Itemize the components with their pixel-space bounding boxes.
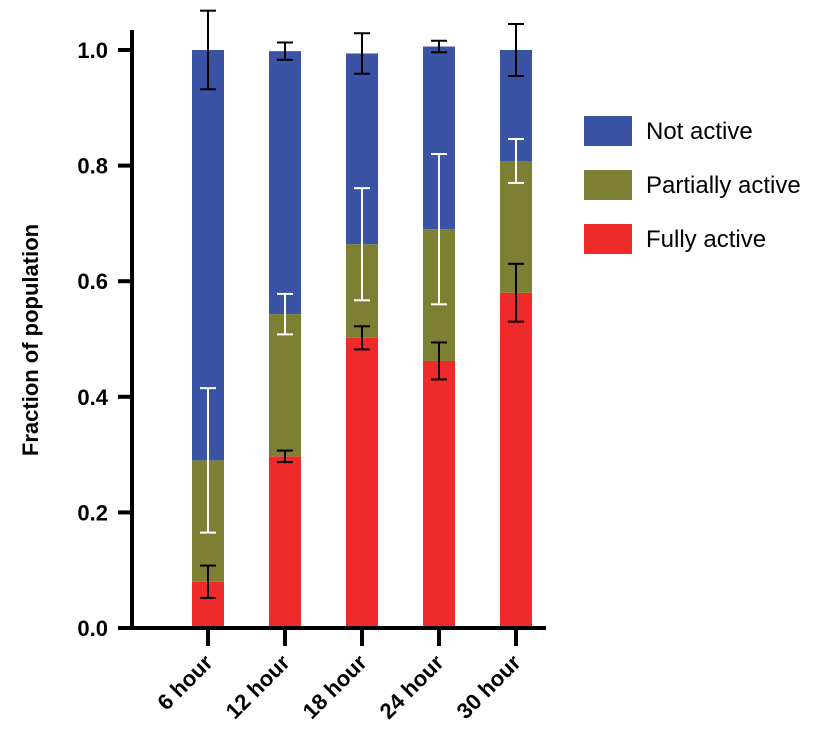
bar-fully-active-12-hour (269, 456, 301, 628)
legend-swatch-fully-active (584, 224, 632, 254)
error-bar-fully-active-6-hour (200, 564, 216, 599)
error-bar-not-active-30-hour (508, 22, 524, 78)
bar-fully-active-24-hour (423, 360, 455, 628)
legend-swatch-partially-active (584, 170, 632, 200)
x-tick-label: 12 hour (221, 650, 295, 724)
legend-swatch-not-active (584, 116, 632, 146)
error-bar-fully-active-18-hour (354, 325, 370, 351)
error-bar-not-active-18-hour (354, 32, 370, 75)
legend-label-not-active: Not active (646, 118, 753, 145)
error-bar-partially-active-12-hour (277, 292, 293, 336)
error-bar-partially-active-18-hour (354, 187, 370, 302)
x-ticks-group: 6 hour 12 hour 18 hour 24 hour 30 hour (152, 628, 526, 724)
error-bar-not-active-6-hour (200, 9, 216, 91)
y-tick-label: 0.2 (77, 500, 108, 525)
legend-label-fully-active: Fully active (646, 226, 766, 253)
y-ticks-group: 0.0 0.2 0.4 0.6 0.8 1.0 (77, 38, 132, 641)
error-bars-group (200, 9, 524, 599)
error-bar-fully-active-12-hour (277, 449, 293, 464)
y-tick-label: 1.0 (77, 38, 108, 63)
bars-group (192, 46, 532, 628)
y-tick-label: 0.0 (77, 616, 108, 641)
x-tick-label: 18 hour (298, 650, 372, 724)
bar-partially-active-12-hour (269, 314, 301, 457)
y-axis-title: Fraction of population (18, 224, 43, 456)
error-bar-not-active-12-hour (277, 41, 293, 61)
x-tick-label: 30 hour (452, 650, 526, 724)
x-tick-label: 24 hour (375, 650, 449, 724)
y-tick-label: 0.4 (77, 385, 108, 410)
error-bar-partially-active-30-hour (508, 138, 524, 184)
bar-fully-active-18-hour (346, 337, 378, 628)
error-bar-fully-active-30-hour (508, 262, 524, 323)
error-bar-fully-active-24-hour (431, 341, 447, 381)
legend: Not active Partially active Fully active (584, 116, 801, 254)
bar-not-active-12-hour (269, 51, 301, 315)
y-tick-label: 0.6 (77, 269, 108, 294)
y-tick-label: 0.8 (77, 154, 108, 179)
error-bar-partially-active-6-hour (200, 387, 216, 534)
axes-group (130, 30, 546, 630)
error-bar-partially-active-24-hour (431, 153, 447, 306)
x-tick-label: 6 hour (152, 650, 218, 716)
error-bar-not-active-24-hour (431, 39, 447, 54)
legend-label-partially-active: Partially active (646, 172, 801, 199)
bar-fully-active-30-hour (500, 292, 532, 628)
